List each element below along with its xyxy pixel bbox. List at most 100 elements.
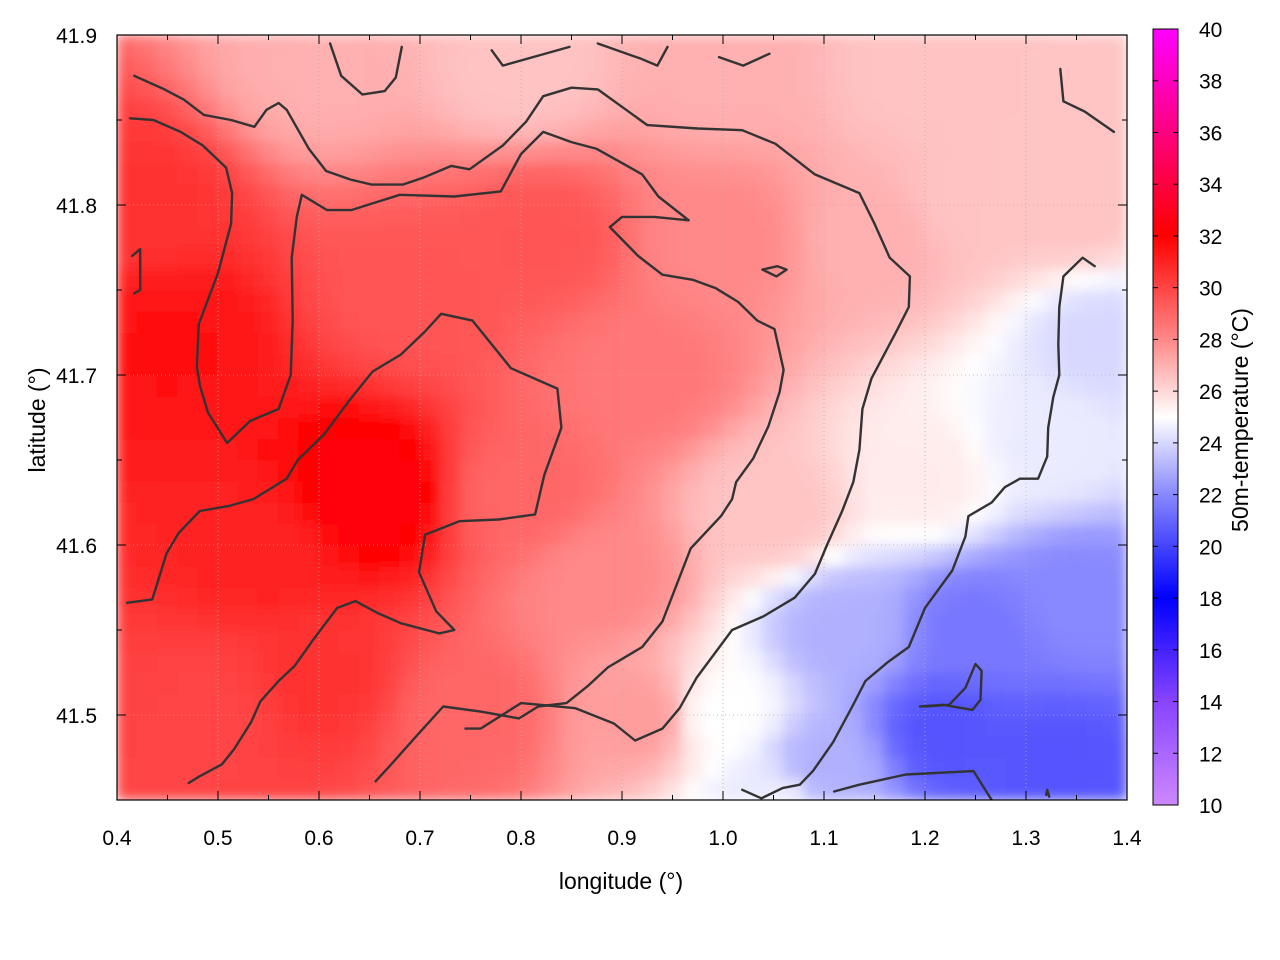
- heatmap-cell: [177, 119, 199, 142]
- heatmap-cell: [1086, 289, 1108, 312]
- heatmap-cell: [1005, 587, 1027, 610]
- heatmap-cell: [904, 757, 926, 780]
- heatmap-cell: [197, 544, 219, 567]
- heatmap-cell: [136, 162, 158, 185]
- heatmap-cell: [1045, 650, 1067, 673]
- heatmap-cell: [540, 77, 562, 100]
- heatmap-cell: [863, 438, 886, 461]
- heatmap-cell: [298, 417, 320, 440]
- heatmap-cell: [136, 374, 158, 397]
- heatmap-cell: [682, 757, 704, 780]
- heatmap-cell: [278, 735, 300, 758]
- heatmap-cell: [985, 55, 1007, 78]
- heatmap-cell: [298, 268, 320, 291]
- heatmap-cell: [1106, 374, 1127, 397]
- heatmap-cell: [985, 778, 1007, 800]
- heatmap-cell: [621, 374, 643, 397]
- heatmap-cell: [783, 162, 805, 185]
- heatmap-cell: [217, 693, 239, 716]
- heatmap-cell: [560, 650, 583, 673]
- heatmap-cell: [1086, 310, 1108, 333]
- heatmap-cell: [379, 778, 401, 800]
- heatmap-cell: [358, 417, 381, 440]
- heatmap-cell: [379, 98, 401, 121]
- heatmap-cell: [500, 523, 522, 546]
- heatmap-cell: [399, 140, 421, 163]
- heatmap-cell: [358, 332, 381, 355]
- heatmap-cell: [459, 735, 482, 758]
- colorbar-gradient: [1153, 29, 1178, 805]
- heatmap-cell: [924, 247, 946, 270]
- heatmap-cell: [1106, 225, 1127, 248]
- heatmap-cell: [843, 650, 865, 673]
- heatmap-cell: [803, 693, 825, 716]
- heatmap-cell: [884, 162, 906, 185]
- heatmap-cell: [661, 162, 684, 185]
- heatmap-cell: [439, 523, 461, 546]
- heatmap-cell: [823, 162, 845, 185]
- heatmap-cell: [742, 77, 764, 100]
- heatmap-cell: [1005, 629, 1027, 652]
- heatmap-cell: [1086, 247, 1108, 270]
- heatmap-cell: [762, 332, 785, 355]
- heatmap-cell: [177, 587, 199, 610]
- heatmap-cell: [863, 268, 886, 291]
- heatmap-cell: [722, 77, 744, 100]
- heatmap-cell: [661, 714, 684, 737]
- heatmap-cell: [217, 587, 239, 610]
- heatmap-cell: [1065, 672, 1088, 695]
- heatmap-cell: [197, 225, 219, 248]
- heatmap-cell: [742, 332, 764, 355]
- heatmap-cell: [742, 55, 764, 78]
- heatmap-cell: [1086, 438, 1108, 461]
- heatmap-cell: [237, 55, 259, 78]
- heatmap-cell: [358, 55, 381, 78]
- heatmap-cell: [439, 35, 461, 57]
- heatmap-cell: [783, 417, 805, 440]
- heatmap-cell: [338, 629, 360, 652]
- heatmap-cell: [1086, 225, 1108, 248]
- heatmap-cell: [823, 119, 845, 142]
- heatmap-cell: [156, 247, 179, 270]
- heatmap-cell: [156, 310, 179, 333]
- heatmap-cell: [117, 480, 138, 503]
- heatmap-cell: [1086, 480, 1108, 503]
- heatmap-cell: [722, 247, 744, 270]
- heatmap-cell: [419, 162, 441, 185]
- heatmap-cell: [520, 204, 542, 227]
- heatmap-cell: [803, 480, 825, 503]
- heatmap-cell: [823, 629, 845, 652]
- heatmap-cell: [823, 98, 845, 121]
- heatmap-cell: [500, 544, 522, 567]
- heatmap-cell: [177, 98, 199, 121]
- heatmap-cell: [217, 353, 239, 376]
- heatmap-cell: [964, 140, 987, 163]
- heatmap-cell: [399, 757, 421, 780]
- heatmap-cell: [601, 77, 623, 100]
- heatmap-cell: [318, 587, 340, 610]
- heatmap-cell: [621, 162, 643, 185]
- heatmap-cell: [1045, 119, 1067, 142]
- heatmap-cell: [237, 480, 259, 503]
- heatmap-cell: [682, 140, 704, 163]
- heatmap-cell: [985, 268, 1007, 291]
- heatmap-cell: [601, 225, 623, 248]
- heatmap-cell: [742, 162, 764, 185]
- heatmap-cell: [661, 225, 684, 248]
- heatmap-cell: [621, 98, 643, 121]
- heatmap-cell: [419, 247, 441, 270]
- heatmap-cell: [924, 438, 946, 461]
- heatmap-cell: [217, 417, 239, 440]
- heatmap-cell: [318, 757, 340, 780]
- heatmap-cell: [783, 268, 805, 291]
- heatmap-cell: [237, 140, 259, 163]
- heatmap-cell: [682, 204, 704, 227]
- heatmap-cell: [722, 204, 744, 227]
- y-tick-label: 41.7: [56, 365, 97, 388]
- heatmap-cell: [399, 204, 421, 227]
- heatmap-cell: [762, 714, 785, 737]
- heatmap-cell: [581, 119, 603, 142]
- heatmap-cell: [278, 587, 300, 610]
- heatmap-cell: [237, 502, 259, 525]
